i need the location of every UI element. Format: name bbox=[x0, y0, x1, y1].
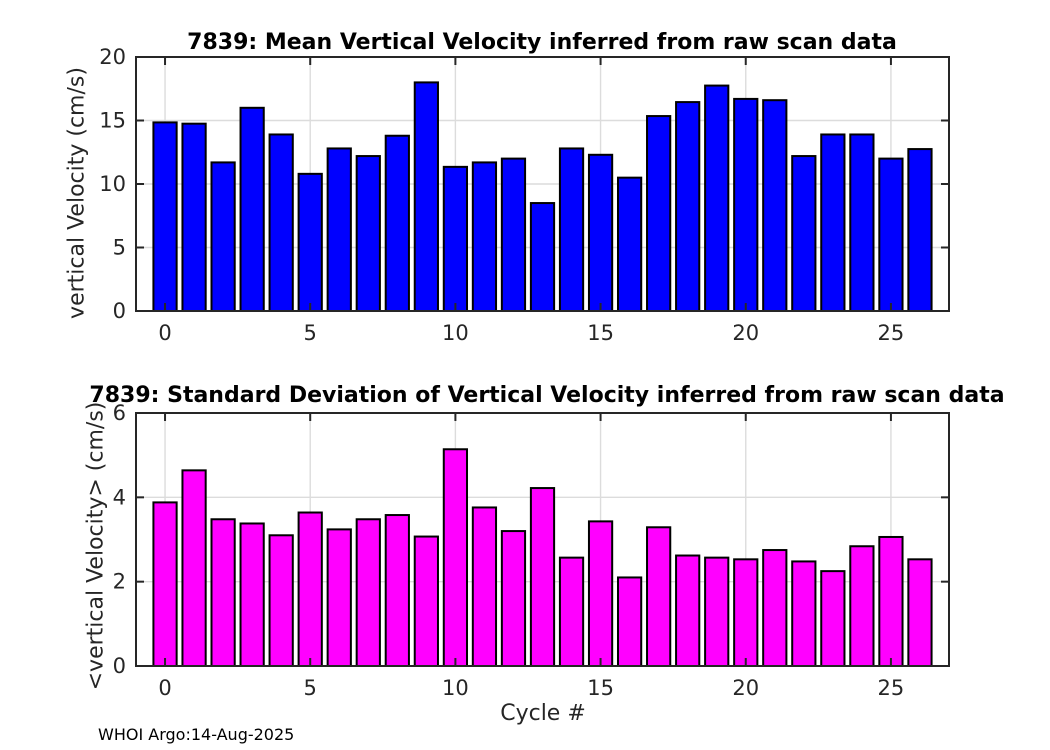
bar bbox=[878, 157, 904, 312]
bar bbox=[355, 155, 381, 312]
x-tick-label: 10 bbox=[442, 676, 469, 700]
bar bbox=[558, 147, 585, 312]
axes-frame bbox=[135, 412, 950, 667]
bar bbox=[849, 545, 875, 667]
bar bbox=[471, 506, 498, 667]
x-tick-label: 0 bbox=[158, 676, 171, 700]
x-tick-label: 20 bbox=[732, 321, 759, 345]
bar bbox=[616, 576, 643, 668]
bar bbox=[675, 554, 701, 667]
x-tick-label: 20 bbox=[732, 676, 759, 700]
x-tick-label: 15 bbox=[587, 321, 614, 345]
y-tick-label: 6 bbox=[113, 401, 126, 425]
bar bbox=[210, 161, 236, 312]
bar bbox=[471, 161, 498, 312]
bar bbox=[907, 558, 933, 668]
bar bbox=[239, 522, 265, 668]
bar bbox=[646, 115, 672, 313]
x-tick-label: 5 bbox=[304, 676, 317, 700]
mean-velocity-y-axis-label: vertical Velocity (cm/s) bbox=[64, 67, 90, 319]
bar bbox=[268, 534, 294, 667]
bar bbox=[704, 556, 730, 667]
x-tick-label: 25 bbox=[878, 321, 905, 345]
bar bbox=[442, 448, 469, 667]
x-tick-label: 0 bbox=[158, 321, 171, 345]
bar bbox=[820, 133, 846, 312]
y-tick-label: 0 bbox=[113, 654, 126, 678]
bar bbox=[500, 530, 527, 667]
bar bbox=[820, 570, 846, 667]
std-velocity-chart-title: 7839: Standard Deviation of Vertical Vel… bbox=[89, 383, 1005, 408]
cycle-x-axis-label: Cycle # bbox=[500, 701, 586, 726]
bar bbox=[849, 133, 875, 312]
bar bbox=[326, 528, 352, 667]
bar bbox=[384, 514, 410, 667]
bar bbox=[558, 556, 585, 667]
y-tick-label: 5 bbox=[113, 236, 126, 260]
x-tick-label: 25 bbox=[878, 676, 905, 700]
bar bbox=[762, 99, 788, 313]
bar bbox=[791, 560, 817, 668]
bar bbox=[878, 535, 904, 667]
bar bbox=[268, 133, 294, 312]
bar bbox=[733, 558, 759, 668]
bar bbox=[355, 518, 381, 668]
y-tick-label: 15 bbox=[99, 109, 126, 133]
bar bbox=[616, 176, 643, 312]
whoi-argo-date-stamp: WHOI Argo:14-Aug-2025 bbox=[98, 725, 295, 744]
bar bbox=[326, 147, 352, 312]
bar bbox=[384, 134, 410, 312]
bar bbox=[704, 84, 730, 312]
y-tick-label: 0 bbox=[113, 299, 126, 323]
x-tick-label: 10 bbox=[442, 321, 469, 345]
bar bbox=[181, 469, 207, 668]
mean-velocity-chart-title: 7839: Mean Vertical Velocity inferred fr… bbox=[187, 30, 897, 55]
bar bbox=[152, 501, 178, 668]
bar bbox=[529, 202, 556, 312]
y-tick-label: 20 bbox=[99, 45, 126, 69]
y-tick-label: 2 bbox=[113, 570, 126, 594]
bar bbox=[500, 157, 527, 312]
x-tick-label: 15 bbox=[587, 676, 614, 700]
bar bbox=[181, 122, 207, 312]
bar bbox=[413, 535, 439, 667]
bar bbox=[791, 155, 817, 312]
bar bbox=[413, 81, 439, 313]
bar bbox=[210, 518, 236, 668]
bar bbox=[587, 153, 614, 312]
bar bbox=[152, 121, 178, 312]
std-velocity-y-axis-label: <vertical Velocity> (cm/s) bbox=[83, 401, 109, 691]
bar bbox=[297, 511, 323, 667]
bar bbox=[762, 549, 788, 668]
bar bbox=[297, 172, 323, 312]
bar bbox=[587, 520, 614, 668]
bar bbox=[529, 487, 556, 667]
bar bbox=[646, 526, 672, 667]
y-tick-label: 10 bbox=[99, 172, 126, 196]
bar bbox=[675, 101, 701, 312]
bar bbox=[733, 97, 759, 312]
bar bbox=[442, 165, 469, 312]
y-tick-label: 4 bbox=[113, 485, 126, 509]
bar bbox=[239, 106, 265, 312]
bar bbox=[907, 148, 933, 312]
x-tick-label: 5 bbox=[304, 321, 317, 345]
